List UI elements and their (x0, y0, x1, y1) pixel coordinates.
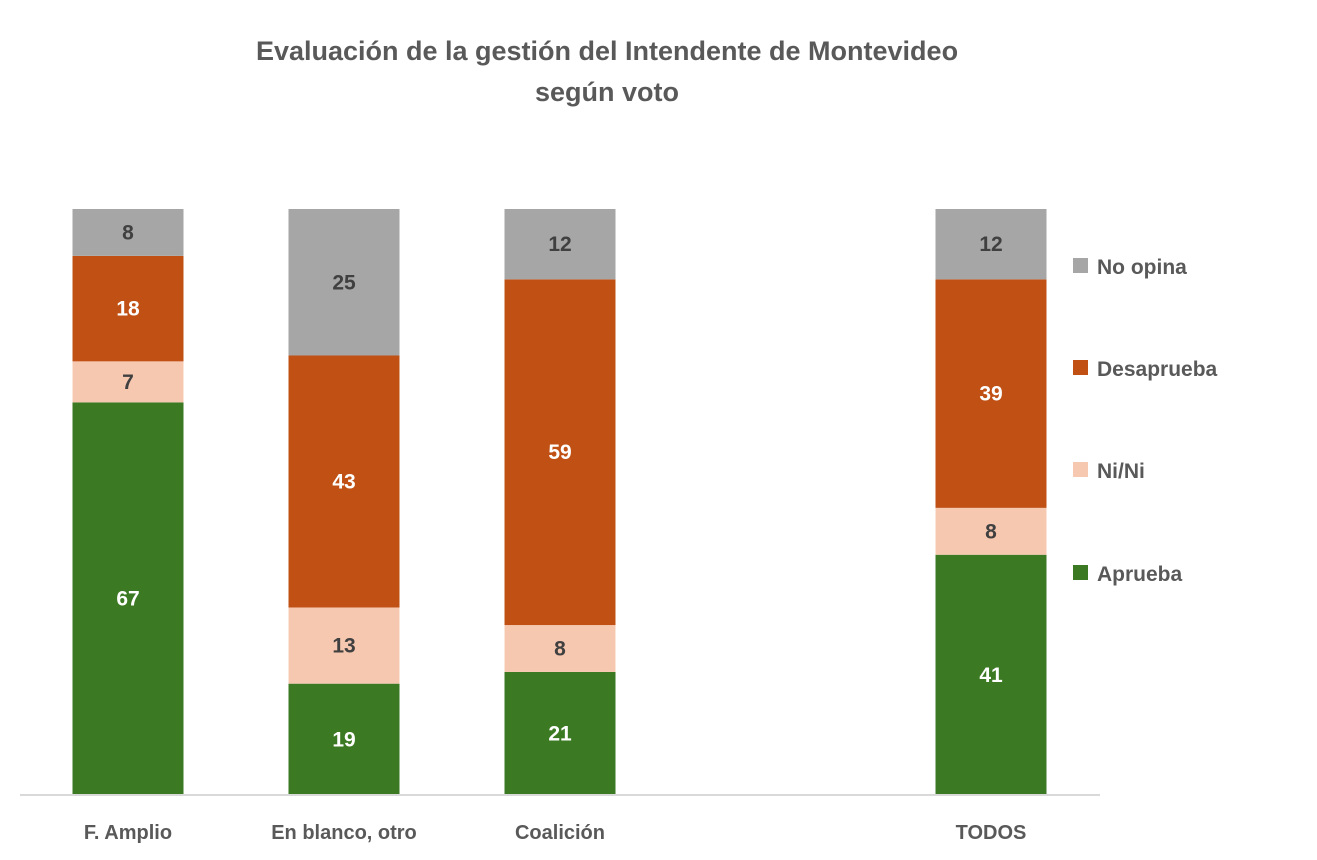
bar-segment-ni-ni-f-amplio (72, 361, 184, 403)
data-label-ni-ni-en-blanco-otro: 13 (332, 635, 355, 658)
bar-segment-no-opina-coalici-n (504, 209, 616, 280)
legend-label-aprueba: Aprueba (1097, 563, 1183, 586)
legend-swatch-aprueba (1073, 565, 1088, 580)
legend: No opina Desaprueba Ni/Ni Aprueba (1073, 256, 1218, 586)
data-label-desaprueba-todos: 39 (979, 383, 1002, 406)
data-label-aprueba-coalici-n: 21 (548, 722, 572, 745)
bar-segment-desaprueba-todos (935, 279, 1047, 508)
data-label-no-opina-coalici-n: 12 (548, 233, 571, 256)
bar-segment-aprueba-todos (935, 554, 1047, 795)
chart-title: Evaluación de la gestión del Intendente … (256, 36, 958, 66)
x-tick-label-coalici-n: Coalición (515, 822, 605, 844)
bar-segment-aprueba-en-blanco-otro (288, 683, 400, 795)
data-label-aprueba-todos: 41 (979, 664, 1003, 687)
data-label-desaprueba-en-blanco-otro: 43 (332, 470, 355, 493)
data-label-no-opina-todos: 12 (979, 233, 1002, 256)
bar-segment-ni-ni-en-blanco-otro (288, 607, 400, 684)
bars-group: 67 7 18 8 19 13 43 25 21 8 59 12 41 8 39 12 (72, 209, 1047, 795)
bar-segment-desaprueba-en-blanco-otro (288, 355, 400, 608)
legend-swatch-ni-ni (1073, 462, 1088, 477)
bar-segment-desaprueba-coalici-n (504, 279, 616, 626)
x-tick-label-en-blanco-otro: En blanco, otro (271, 822, 417, 844)
x-tick-label-todos: TODOS (956, 822, 1027, 844)
bar-segment-aprueba-coalici-n (504, 671, 616, 795)
legend-label-desaprueba: Desaprueba (1097, 358, 1218, 381)
chart-subtitle: según voto (535, 77, 679, 107)
bar-segment-no-opina-f-amplio (72, 209, 184, 256)
data-label-desaprueba-coalici-n: 59 (548, 441, 571, 464)
bar-segment-no-opina-en-blanco-otro (288, 209, 400, 356)
legend-swatch-desaprueba (1073, 360, 1088, 375)
legend-label-ni-ni: Ni/Ni (1097, 460, 1145, 483)
legend-swatch-no-opina (1073, 258, 1088, 273)
data-label-ni-ni-coalici-n: 8 (554, 638, 566, 661)
bar-segment-desaprueba-f-amplio (72, 255, 184, 362)
x-axis-labels: F. Amplio En blanco, otro Coalición TODOS (84, 822, 1026, 844)
data-label-desaprueba-f-amplio: 18 (116, 298, 140, 321)
bar-segment-aprueba-f-amplio (72, 402, 184, 795)
data-label-no-opina-en-blanco-otro: 25 (332, 271, 356, 294)
data-label-ni-ni-f-amplio: 7 (122, 371, 134, 394)
x-tick-label-f-amplio: F. Amplio (84, 822, 172, 844)
data-label-ni-ni-todos: 8 (985, 520, 997, 543)
data-label-aprueba-en-blanco-otro: 19 (332, 728, 355, 751)
bar-segment-ni-ni-coalici-n (504, 625, 616, 672)
bar-segment-no-opina-todos (935, 209, 1047, 280)
data-label-no-opina-f-amplio: 8 (122, 221, 134, 244)
data-label-aprueba-f-amplio: 67 (116, 588, 139, 611)
legend-label-no-opina: No opina (1097, 256, 1187, 279)
bar-segment-ni-ni-todos (935, 507, 1047, 555)
